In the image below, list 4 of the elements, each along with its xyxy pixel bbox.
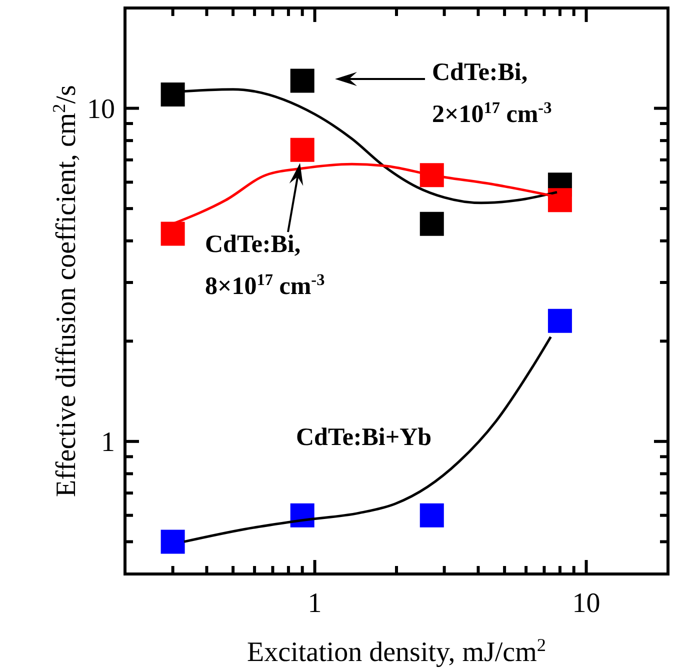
- x-axis-title: Excitation density, mJ/cm$^{2}$: [247, 635, 546, 668]
- annotation: CdTe:Bi, 8×10$^{17}$ cm$^{-3}$: [205, 231, 325, 300]
- annotation: CdTe:Bi+Yb: [296, 424, 432, 451]
- annotation: CdTe:Bi, 2×10$^{17}$ cm$^{-3}$: [432, 59, 552, 128]
